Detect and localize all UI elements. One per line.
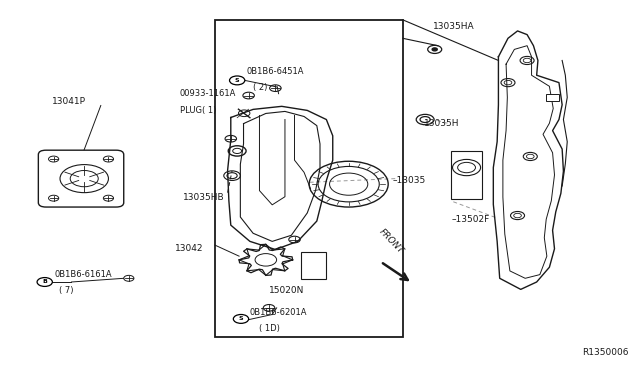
Text: PLUG( 1): PLUG( 1) [180,106,216,115]
Text: ( 2): ( 2) [253,83,268,92]
Text: 0B1B6-6201A: 0B1B6-6201A [250,308,307,317]
Text: S: S [239,317,243,321]
Bar [546,94,559,101]
Text: ( 7): ( 7) [59,286,73,295]
Text: B: B [42,279,47,285]
Circle shape [234,314,248,323]
Text: –13502F: –13502F [451,215,490,224]
Text: R1350006: R1350006 [582,347,629,357]
Text: 0B1B6-6451A: 0B1B6-6451A [246,67,304,76]
Circle shape [432,48,437,51]
Text: FRONT: FRONT [378,227,405,255]
Text: 13042: 13042 [175,244,204,253]
Text: ( 1D): ( 1D) [259,324,280,333]
Text: 13035HA: 13035HA [433,22,475,31]
Circle shape [37,278,52,286]
Bar [301,251,326,279]
FancyBboxPatch shape [38,150,124,207]
Text: 0B1B6-6161A: 0B1B6-6161A [55,270,113,279]
Text: 15020N: 15020N [269,286,305,295]
Bar [215,20,403,337]
Bar [451,151,483,199]
Circle shape [230,76,245,85]
Text: 13035HB: 13035HB [183,193,225,202]
Text: 00933-1161A: 00933-1161A [180,89,236,98]
Text: S: S [235,78,239,83]
Text: 13041P: 13041P [52,97,86,106]
Text: –13035: –13035 [393,176,426,185]
Text: 13035H: 13035H [424,119,460,128]
